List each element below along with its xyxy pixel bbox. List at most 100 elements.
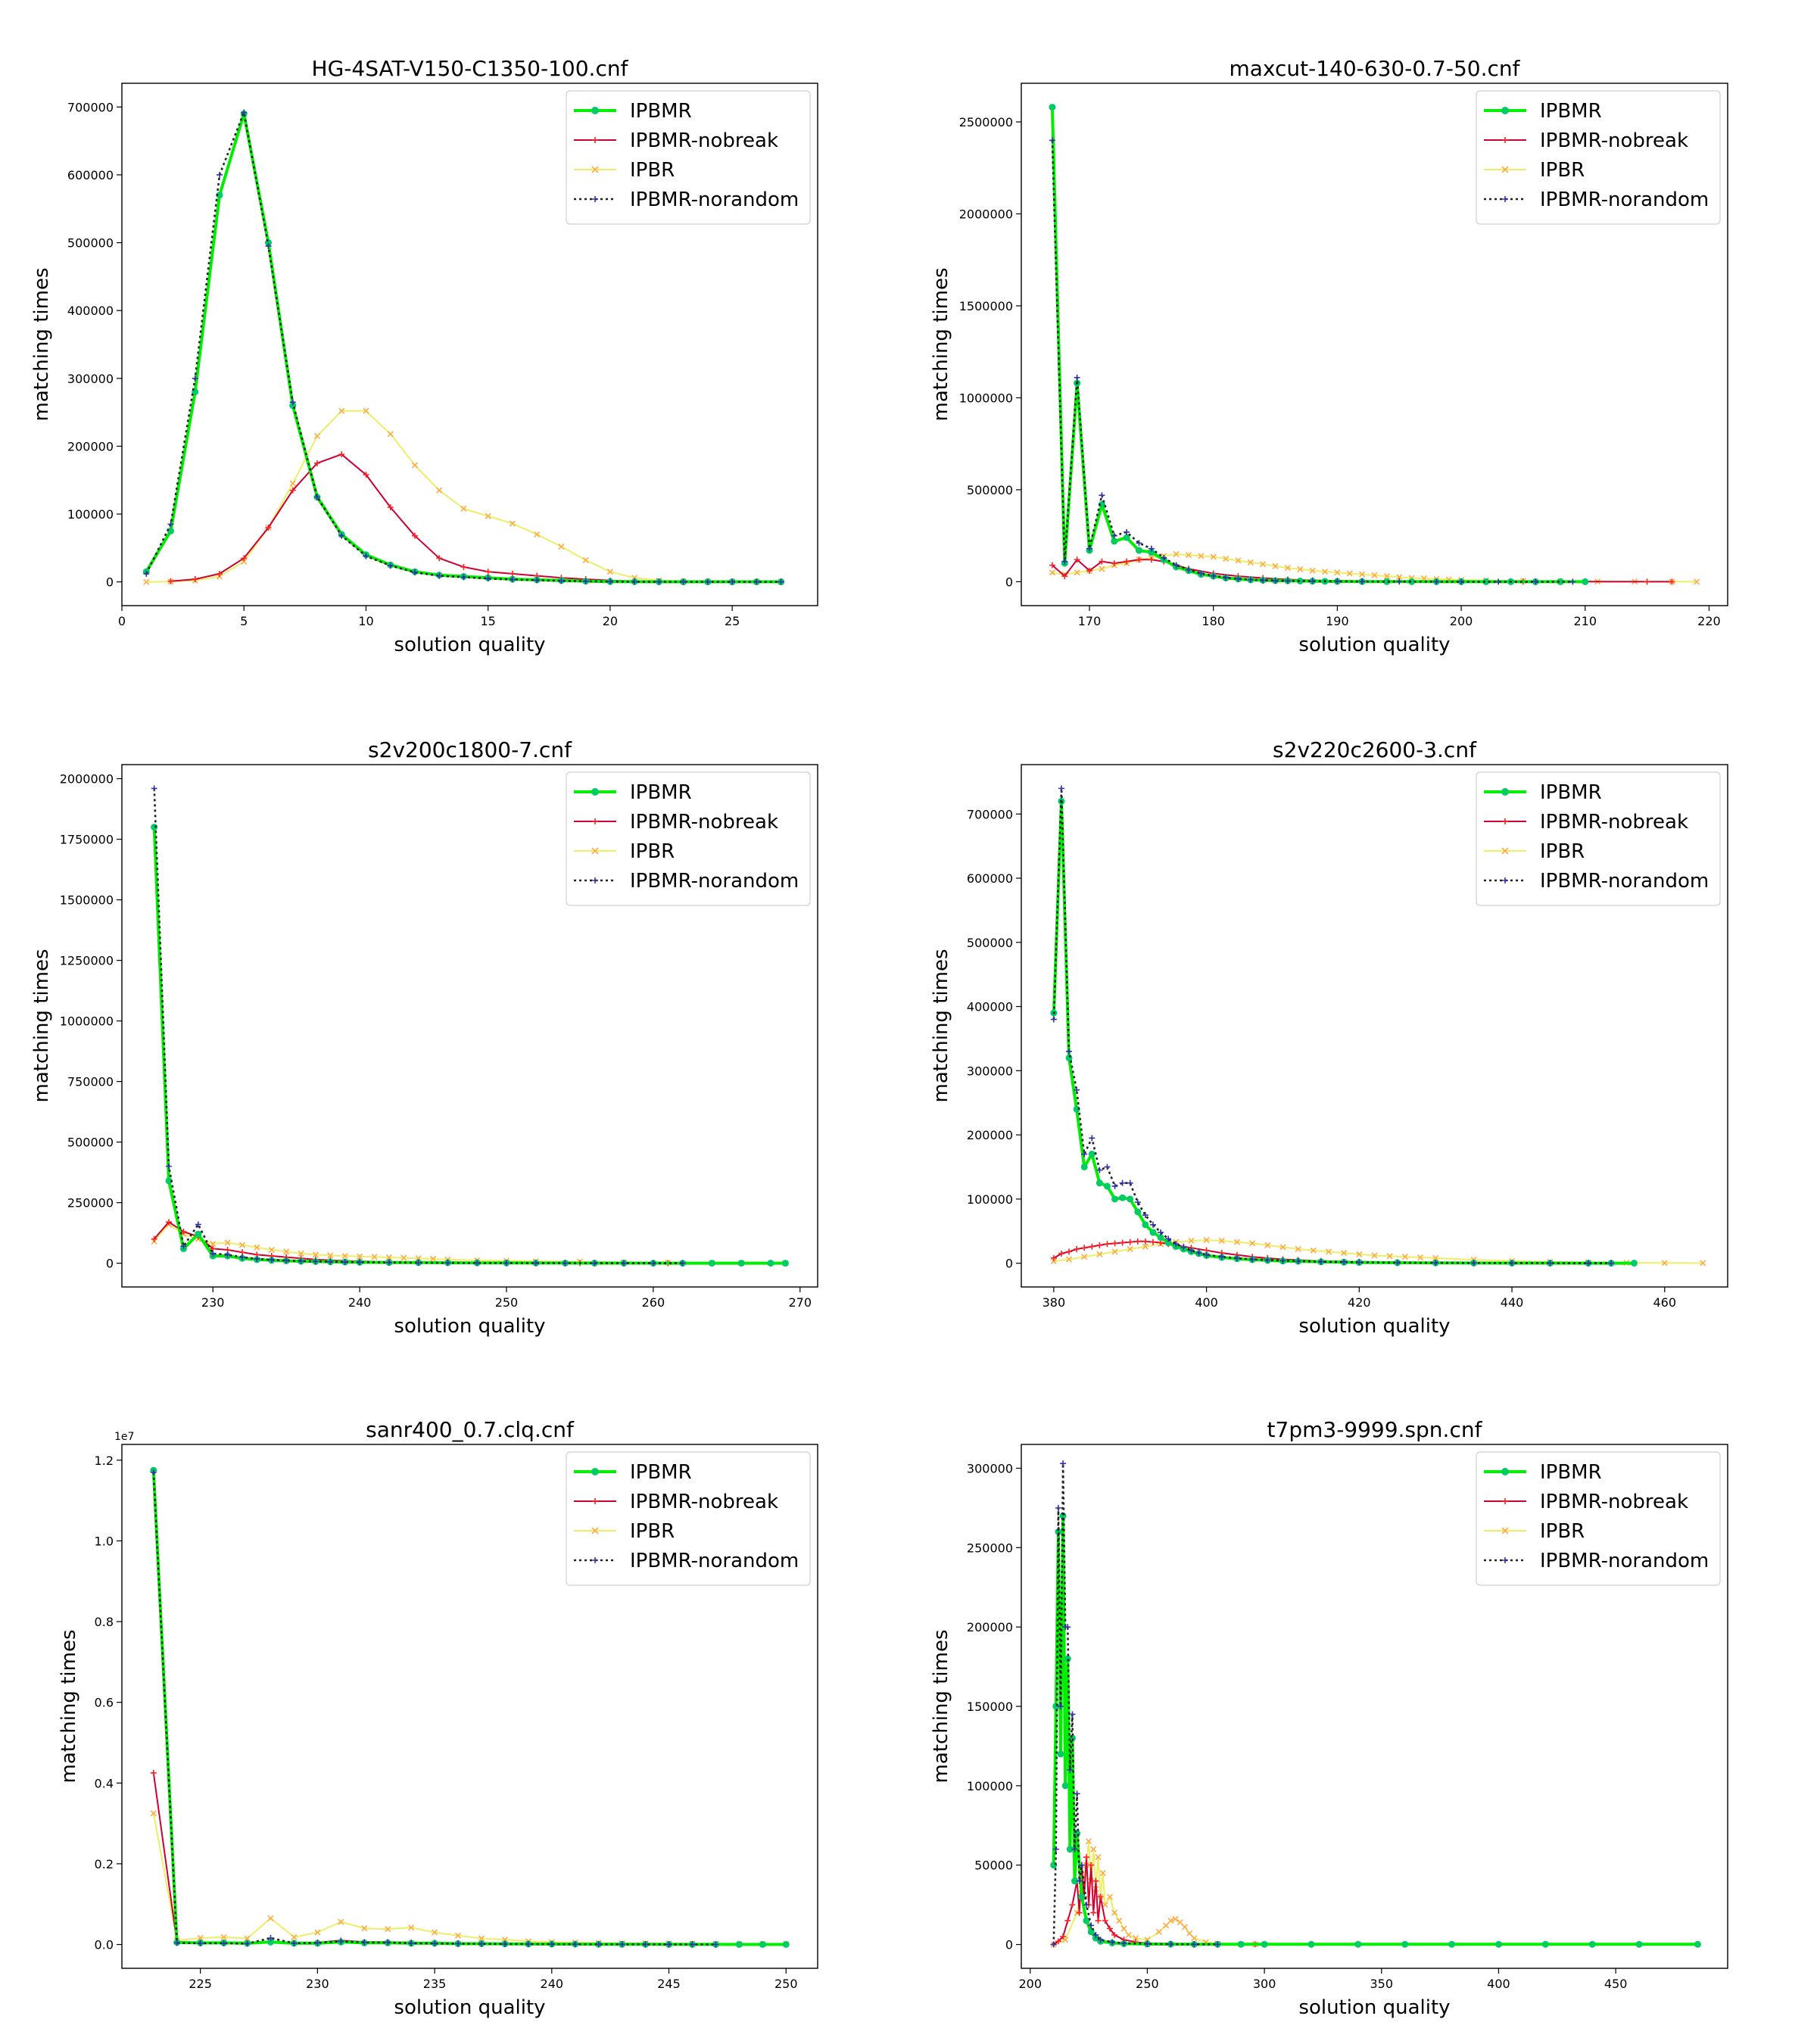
data-point xyxy=(1383,573,1390,580)
data-point xyxy=(1104,1164,1111,1170)
data-point xyxy=(534,531,541,537)
y-tick-label: 700000 xyxy=(967,807,1013,821)
data-point xyxy=(1095,1854,1102,1861)
data-point xyxy=(534,577,541,584)
x-tick-label: 15 xyxy=(481,614,496,628)
data-point xyxy=(363,407,369,414)
data-point xyxy=(595,1941,602,1948)
data-point xyxy=(312,1258,319,1265)
data-point xyxy=(361,1925,368,1932)
data-point xyxy=(1066,1248,1073,1255)
chart-panel-3: s2v200c1800-7.cnf 230 240 250 260 270 0 250000 5… xyxy=(30,737,818,1338)
data-point xyxy=(166,1219,173,1226)
legend-marker xyxy=(592,196,598,202)
data-point xyxy=(704,578,711,585)
data-point xyxy=(1050,1941,1057,1948)
data-point xyxy=(1630,1260,1638,1267)
y-tick-label: 1500000 xyxy=(959,299,1013,313)
data-point xyxy=(338,1918,344,1925)
legend-marker xyxy=(1502,137,1508,143)
data-point xyxy=(1116,1918,1123,1924)
data-point xyxy=(1233,1254,1240,1261)
data-point xyxy=(1089,1243,1095,1250)
y-tick-label: 0.0 xyxy=(95,1938,114,1952)
x-tick-label: 300 xyxy=(1253,1977,1276,1991)
data-point xyxy=(210,1250,217,1257)
y-tick-label: 2500000 xyxy=(959,115,1013,129)
data-point xyxy=(400,1254,407,1261)
data-point xyxy=(1098,500,1105,508)
x-tick-label: 170 xyxy=(1078,614,1102,628)
data-point xyxy=(1148,549,1155,556)
data-point xyxy=(195,1221,201,1228)
legend-label: IPBMR-norandom xyxy=(1540,870,1709,893)
y-tick-label: 200000 xyxy=(67,439,114,453)
data-point xyxy=(525,1941,531,1948)
chart-title: s2v200c1800-7.cnf xyxy=(368,737,572,762)
data-point xyxy=(432,1929,438,1936)
data-point xyxy=(220,1940,227,1946)
y-tick-label: 0 xyxy=(106,1257,114,1271)
x-tick-label: 225 xyxy=(189,1977,212,1991)
data-point xyxy=(1049,104,1056,111)
x-tick-label: 350 xyxy=(1370,1977,1394,1991)
data-point xyxy=(1109,1939,1116,1946)
data-point xyxy=(1310,1247,1317,1254)
y-tick-label: 1.2 xyxy=(95,1454,114,1468)
data-point xyxy=(150,1469,157,1475)
data-point xyxy=(1142,1243,1148,1250)
data-point xyxy=(656,578,662,585)
series-line-ipbr xyxy=(152,1813,787,1946)
data-point xyxy=(1356,1251,1363,1257)
data-point xyxy=(1432,1260,1439,1267)
data-point xyxy=(238,1254,245,1260)
y-tick-label: 600000 xyxy=(67,168,114,182)
data-point xyxy=(1080,1163,1088,1170)
y-axis-label: matching times xyxy=(930,949,952,1103)
data-point xyxy=(1061,558,1068,565)
data-point xyxy=(150,1810,157,1817)
data-point xyxy=(1173,550,1180,558)
data-point xyxy=(1371,1252,1378,1259)
data-point xyxy=(1249,1256,1256,1263)
data-point xyxy=(1049,562,1055,569)
data-point xyxy=(1049,569,1055,576)
data-point xyxy=(167,521,174,528)
data-point xyxy=(1167,1918,1174,1924)
data-point xyxy=(216,171,223,178)
data-point xyxy=(1074,569,1080,576)
data-point xyxy=(1198,570,1205,577)
data-point xyxy=(1547,1260,1554,1267)
x-axis-label: solution quality xyxy=(1298,634,1450,656)
data-point xyxy=(1509,1260,1516,1267)
data-point xyxy=(357,1253,363,1260)
data-point xyxy=(180,1229,187,1235)
data-point xyxy=(454,1932,462,1939)
y-axis-label: matching times xyxy=(58,1630,80,1784)
data-point xyxy=(1383,578,1391,585)
data-point xyxy=(1309,578,1316,584)
data-point xyxy=(650,1260,656,1267)
legend-marker xyxy=(592,1557,598,1563)
series-line-ipbr xyxy=(1052,553,1697,583)
data-point xyxy=(1700,1260,1706,1267)
data-point xyxy=(1099,558,1105,565)
data-point xyxy=(1495,578,1502,585)
data-point xyxy=(387,504,394,511)
legend-marker xyxy=(591,847,599,855)
legend-marker xyxy=(1501,1468,1509,1475)
chart-panel-6: t7pm3-9999.spn.cnf 200 250 300 350 400 450 0 500… xyxy=(930,1417,1728,2019)
data-point xyxy=(1180,1244,1187,1251)
x-tick-label: 440 xyxy=(1501,1295,1524,1310)
data-point xyxy=(224,1239,231,1246)
y-tick-label: 500000 xyxy=(967,936,1013,950)
data-point xyxy=(1185,566,1192,573)
data-point xyxy=(216,570,223,577)
data-point xyxy=(338,532,345,539)
legend-marker xyxy=(591,1468,599,1475)
data-point xyxy=(385,1939,391,1946)
data-point xyxy=(1136,547,1142,554)
data-point xyxy=(460,563,467,570)
legend-label: IPBMR-nobreak xyxy=(630,129,778,152)
series-line-ipbmr-nobreak xyxy=(170,453,781,583)
